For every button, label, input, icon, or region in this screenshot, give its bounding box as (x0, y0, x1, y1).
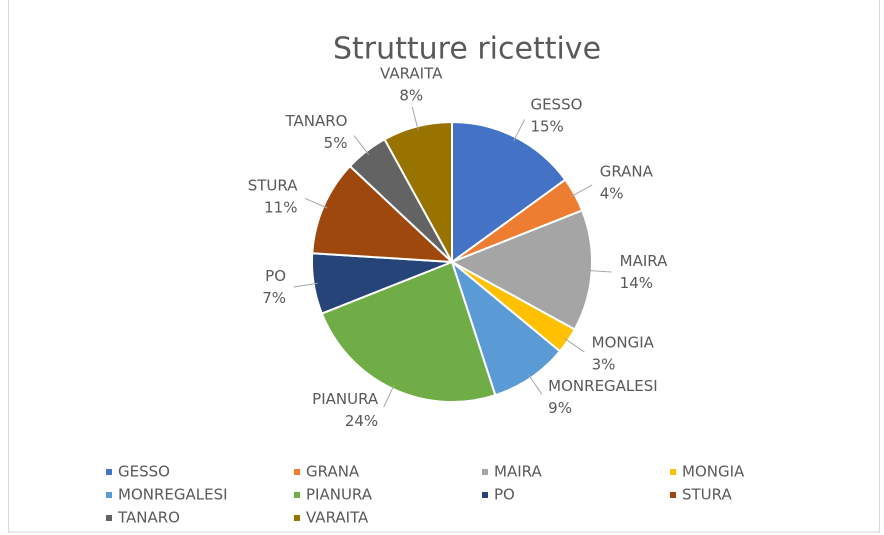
data-label-value: 15% (530, 117, 563, 135)
leader-line (383, 384, 395, 407)
data-label-name: GESSO (530, 95, 582, 113)
legend-label: STURA (682, 486, 732, 504)
data-label-name: TANARO (284, 112, 347, 130)
leader-line (513, 119, 526, 142)
legend-swatch (294, 515, 300, 521)
legend-swatch (294, 469, 300, 475)
legend-swatch (106, 492, 112, 498)
leader-line (353, 135, 370, 155)
leader-line (570, 184, 593, 197)
data-label-value: 14% (620, 274, 653, 292)
legend-label: PO (494, 486, 515, 504)
legend-swatch (482, 492, 488, 498)
legend-label: MONGIA (682, 463, 745, 481)
data-label-value: 8% (399, 87, 423, 105)
legend-label: MAIRA (494, 463, 542, 481)
legend-swatch (294, 492, 300, 498)
data-label-name: STURA (248, 176, 298, 194)
data-label-value: 11% (264, 198, 297, 216)
data-label-name: MONREGALESI (548, 377, 658, 395)
data-label-name: MAIRA (620, 252, 668, 270)
data-label-value: 3% (592, 356, 616, 374)
data-label-value: 4% (600, 184, 624, 202)
data-label-value: 5% (324, 134, 348, 152)
leader-line (564, 338, 585, 353)
data-label-name: MONGIA (592, 334, 655, 352)
data-label-name: PO (265, 267, 286, 285)
legend-swatch (106, 515, 112, 521)
legend-label: VARAITA (306, 509, 369, 527)
legend-label: MONREGALESI (118, 486, 228, 504)
legend-swatch (106, 469, 112, 475)
legend-label: TANARO (117, 509, 180, 527)
legend-swatch (482, 469, 488, 475)
leader-line (528, 374, 543, 395)
data-label-value: 24% (345, 412, 378, 430)
leader-line (304, 197, 328, 209)
legend-label: GRANA (306, 463, 360, 481)
data-label-name: PIANURA (312, 390, 379, 408)
leader-line (411, 106, 419, 131)
leader-line (293, 282, 318, 288)
legend-swatch (670, 469, 676, 475)
data-label-name: VARAITA (380, 65, 443, 83)
legend-swatch (670, 492, 676, 498)
legend-label: PIANURA (306, 486, 373, 504)
data-label-value: 7% (262, 289, 286, 307)
leader-line (587, 270, 612, 273)
legend-label: GESSO (118, 463, 170, 481)
data-label-value: 9% (548, 399, 572, 417)
data-label-name: GRANA (600, 162, 654, 180)
chart-title: Strutture ricettive (333, 32, 601, 67)
